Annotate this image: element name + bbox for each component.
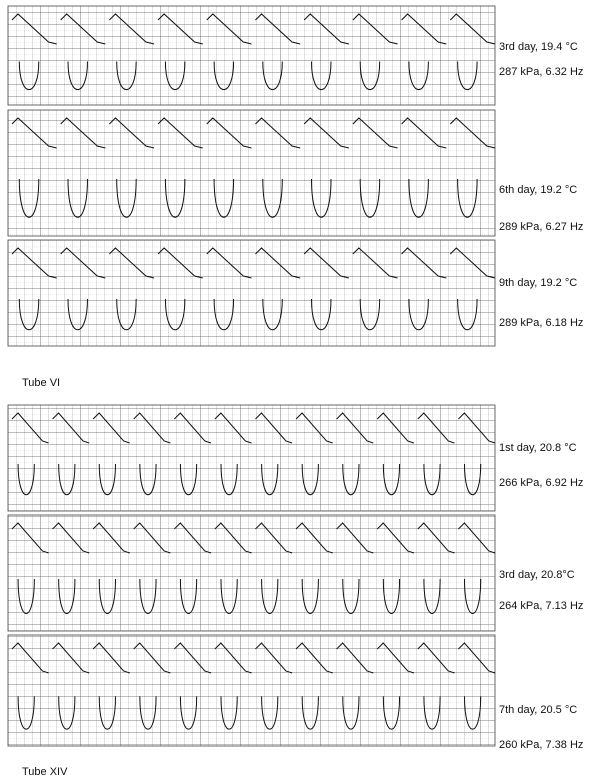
trace-panel	[8, 405, 495, 511]
panel-label: 289 kPa, 6.27 Hz	[499, 221, 583, 233]
panel-label: 3rd day, 20.8°C	[499, 569, 575, 581]
panel-label: 6th day, 19.2 °C	[499, 184, 577, 196]
chart-paper-major	[8, 515, 495, 631]
panel-label: 7th day, 20.5 °C	[499, 704, 577, 716]
page: 3rd day, 19.4 °C 287 kPa, 6.32 Hz 6th day,…	[0, 0, 613, 780]
panel-label: 287 kPa, 6.32 Hz	[499, 66, 583, 78]
trace-panel	[8, 110, 495, 236]
panel-label: 264 kPa, 7.13 Hz	[499, 600, 583, 612]
panel-label: 9th day, 19.2 °C	[499, 277, 577, 289]
tube-caption: Tube VI	[22, 377, 60, 389]
figure: 3rd day, 19.4 °C 287 kPa, 6.32 Hz 6th day,…	[0, 0, 613, 780]
panel-label: 260 kPa, 7.38 Hz	[499, 739, 583, 751]
chart-paper-major	[8, 635, 495, 746]
chart-paper-major	[8, 240, 495, 346]
panel-label: 3rd day, 19.4 °C	[499, 41, 578, 53]
tube-caption: Tube XIV	[22, 766, 68, 778]
panel-label: 1st day, 20.8 °C	[499, 442, 577, 454]
panel-label: 289 kPa, 6.18 Hz	[499, 317, 583, 329]
chart-paper-major	[8, 110, 495, 236]
chart-paper-major	[8, 405, 495, 511]
panel-label: 266 kPa, 6.92 Hz	[499, 477, 583, 489]
trace-panel	[8, 515, 495, 631]
trace-panel	[8, 240, 495, 346]
trace-panel	[8, 6, 495, 105]
trace-panel	[8, 635, 495, 746]
chart-paper-major	[8, 6, 495, 105]
